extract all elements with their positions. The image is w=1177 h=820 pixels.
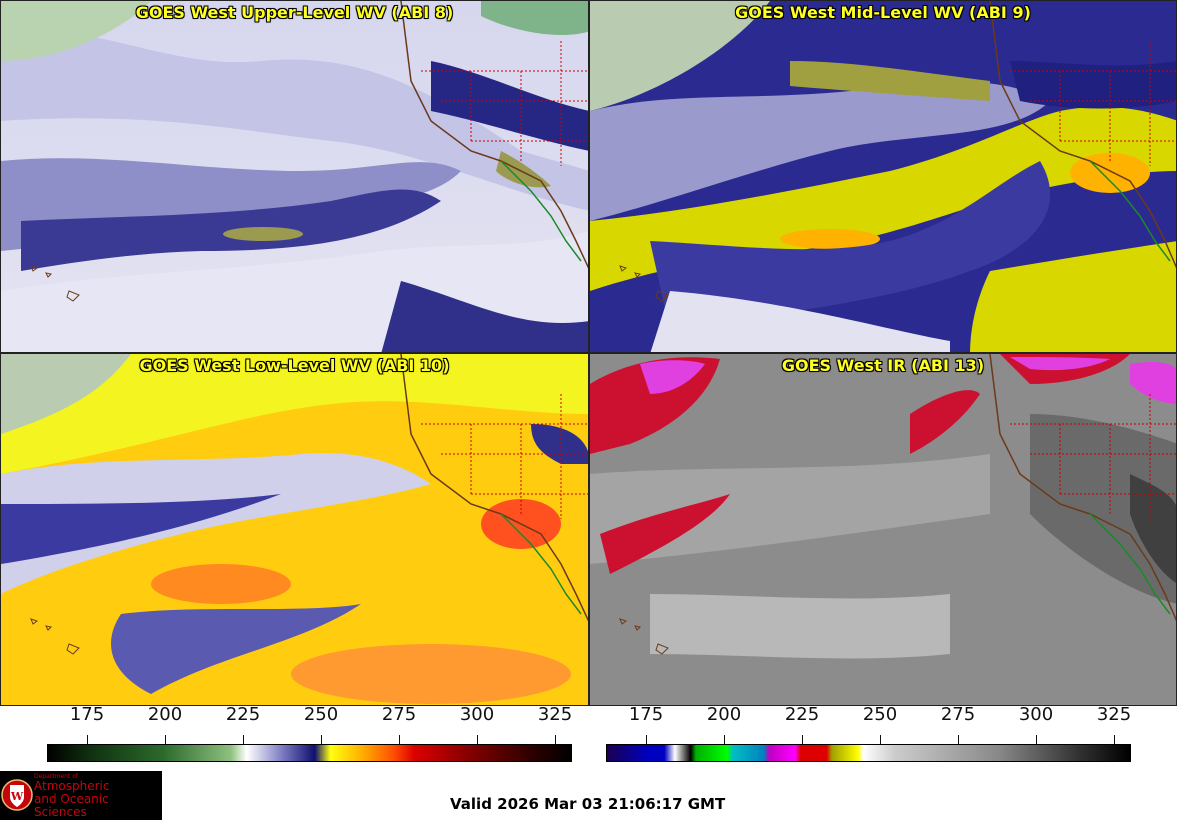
tick-label: 200 xyxy=(706,704,742,725)
tick-mark xyxy=(399,735,400,744)
panel-title: GOES West Mid-Level WV (ABI 9) xyxy=(735,3,1031,22)
tick-mark xyxy=(1114,735,1115,744)
tick-label: 275 xyxy=(940,704,976,725)
ir-colorbar: 175 200 225 250 275 300 325 xyxy=(606,704,1131,764)
satellite-image-upper-wv xyxy=(1,1,588,352)
tick-mark xyxy=(477,735,478,744)
wv-colorbar-ticks: 175 200 225 250 275 300 325 xyxy=(47,704,572,744)
panel-low-level-wv: GOES West Low-Level WV (ABI 10) xyxy=(0,353,589,706)
tick-label: 175 xyxy=(69,704,105,725)
panel-ir: GOES West IR (ABI 13) xyxy=(589,353,1177,706)
tick-label: 175 xyxy=(628,704,664,725)
tick-mark xyxy=(724,735,725,744)
tick-label: 325 xyxy=(537,704,573,725)
tick-mark xyxy=(555,735,556,744)
tick-label: 300 xyxy=(459,704,495,725)
satellite-image-mid-wv xyxy=(590,1,1176,352)
tick-label: 200 xyxy=(147,704,183,725)
logo-line-atmospheric: Atmospheric xyxy=(34,779,110,793)
uw-crest-icon: W xyxy=(1,779,33,811)
panel-mid-level-wv: GOES West Mid-Level WV (ABI 9) xyxy=(589,0,1177,353)
logo-line-oceanic: and Oceanic Sciences xyxy=(34,792,109,819)
panel-title: GOES West Upper-Level WV (ABI 8) xyxy=(135,3,454,22)
svg-text:W: W xyxy=(10,790,24,803)
tick-label: 250 xyxy=(862,704,898,725)
tick-mark xyxy=(802,735,803,744)
uw-aos-logo: W Department of Atmospheric and Oceanic … xyxy=(0,771,162,820)
logo-text: Department of Atmospheric and Oceanic Sc… xyxy=(34,773,162,819)
wv-colorbar: 175 200 225 250 275 300 325 xyxy=(47,704,572,764)
panel-title: GOES West Low-Level WV (ABI 10) xyxy=(139,356,450,375)
tick-mark xyxy=(321,735,322,744)
panel-upper-level-wv: GOES West Upper-Level WV (ABI 8) xyxy=(0,0,589,353)
tick-label: 275 xyxy=(381,704,417,725)
ir-colorbar-gradient xyxy=(606,744,1131,762)
tick-mark xyxy=(243,735,244,744)
satellite-image-ir xyxy=(590,354,1176,705)
valid-time-label: Valid 2026 Mar 03 21:06:17 GMT xyxy=(450,795,726,813)
logo-line-department: Department of xyxy=(34,773,78,780)
tick-label: 325 xyxy=(1096,704,1132,725)
tick-mark xyxy=(1036,735,1037,744)
tick-mark xyxy=(958,735,959,744)
tick-label: 225 xyxy=(784,704,820,725)
tick-mark xyxy=(880,735,881,744)
tick-mark xyxy=(646,735,647,744)
satellite-image-low-wv xyxy=(1,354,588,705)
panel-title: GOES West IR (ABI 13) xyxy=(781,356,985,375)
tick-mark xyxy=(87,735,88,744)
wv-colorbar-gradient xyxy=(47,744,572,762)
tick-label: 300 xyxy=(1018,704,1054,725)
ir-colorbar-ticks: 175 200 225 250 275 300 325 xyxy=(606,704,1131,744)
tick-label: 250 xyxy=(303,704,339,725)
tick-label: 225 xyxy=(225,704,261,725)
tick-mark xyxy=(165,735,166,744)
